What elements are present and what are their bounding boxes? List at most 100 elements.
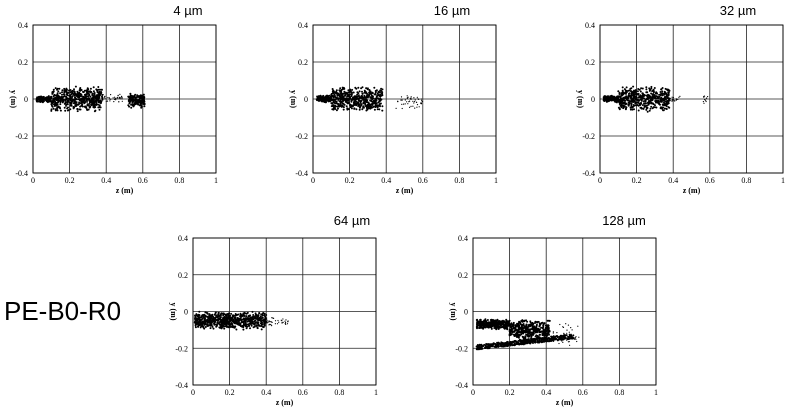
- scatter-point: [533, 327, 536, 330]
- scatter-point: [346, 93, 349, 96]
- scatter-point: [653, 87, 656, 89]
- scatter-point: [343, 90, 346, 93]
- scatter-point: [242, 321, 245, 324]
- scatter-point: [51, 100, 54, 103]
- scatter-point: [485, 323, 488, 326]
- scatter-point: [620, 97, 623, 100]
- chart-title: 4 µm: [173, 3, 202, 18]
- scatter-point: [351, 88, 354, 91]
- scatter-point: [678, 96, 680, 98]
- scatter-point: [373, 86, 376, 89]
- plot-frame: [472, 237, 657, 386]
- scatter-point: [651, 107, 654, 110]
- scatter-point: [663, 96, 666, 98]
- scatter-point: [249, 327, 251, 330]
- scatter-point: [514, 324, 517, 327]
- scatter-point: [532, 331, 535, 333]
- scatter-points: [35, 85, 146, 113]
- scatter-point: [642, 100, 645, 103]
- scatter-point: [260, 323, 263, 326]
- chart-title: 16 µm: [434, 3, 470, 18]
- scatter-point: [54, 87, 57, 90]
- scatter-point: [499, 321, 502, 324]
- scatter-point: [74, 96, 77, 99]
- scatter-point: [625, 86, 628, 89]
- scatter-point: [71, 96, 74, 98]
- scatter-point: [343, 103, 346, 106]
- scatter-point: [357, 98, 360, 101]
- scatter-point: [128, 97, 131, 100]
- scatter-point: [578, 336, 580, 338]
- scatter-point: [552, 331, 555, 333]
- point-cluster: [669, 95, 681, 102]
- scatter-point: [536, 331, 538, 334]
- scatter-point: [245, 312, 248, 315]
- scatter-point: [410, 97, 412, 99]
- scatter-point: [254, 313, 257, 316]
- scatter-point: [284, 320, 286, 322]
- scatter-point: [650, 87, 653, 90]
- y-tick-label: 0.4: [18, 21, 28, 30]
- scatter-point: [526, 330, 529, 333]
- scatter-point: [323, 100, 326, 103]
- scatter-point: [84, 106, 87, 109]
- scatter-point: [646, 110, 649, 113]
- scatter-point: [100, 100, 103, 103]
- scatter-point: [363, 96, 366, 99]
- scatter-point: [267, 320, 269, 322]
- scatter-point: [214, 316, 217, 319]
- scatter-point: [221, 321, 224, 324]
- scatter-point: [655, 106, 658, 109]
- scatter-point: [118, 97, 120, 99]
- scatter-point: [627, 104, 630, 107]
- scatter-point: [544, 326, 547, 329]
- scatter-point: [370, 106, 373, 109]
- scatter-point: [481, 345, 484, 348]
- scatter-point: [55, 98, 58, 101]
- scatter-point: [89, 95, 92, 98]
- scatter-point: [342, 102, 345, 105]
- scatter-point: [513, 330, 516, 333]
- scatter-point: [349, 88, 352, 91]
- scatter-point: [366, 99, 369, 102]
- scatter-point: [381, 91, 384, 94]
- scatter-point: [705, 99, 707, 101]
- scatter-point: [64, 90, 67, 93]
- scatter-point: [117, 97, 119, 99]
- x-tick-label: 0: [311, 176, 315, 185]
- y-axis-label: y (m): [449, 303, 458, 321]
- scatter-point: [208, 315, 211, 318]
- scatter-point: [210, 323, 213, 326]
- scatter-point: [253, 316, 256, 319]
- scatter-point: [213, 323, 216, 326]
- scatter-point: [345, 105, 348, 108]
- scatter-point: [209, 327, 212, 330]
- scatter-point: [270, 324, 272, 326]
- scatter-point: [491, 325, 494, 328]
- scatter-point: [652, 103, 655, 106]
- scatter-point: [646, 104, 648, 107]
- scatter-point: [542, 340, 544, 343]
- scatter-point: [36, 96, 39, 99]
- scatter-point: [570, 333, 573, 335]
- scatter-point: [121, 98, 123, 100]
- scatter-point: [218, 315, 221, 318]
- scatter-point: [80, 101, 83, 104]
- scatter-point: [625, 95, 628, 98]
- scatter-point: [77, 98, 80, 101]
- scatter-point: [336, 105, 339, 108]
- scatter-point: [41, 101, 44, 104]
- scatter-point: [609, 99, 612, 101]
- scatter-point: [496, 341, 499, 344]
- scatter-point: [650, 92, 653, 95]
- scatter-point: [69, 91, 72, 94]
- scatter-point: [231, 326, 234, 329]
- scatter-point: [400, 99, 402, 101]
- x-tick-label: 0.8: [334, 388, 344, 397]
- scatter-point: [332, 92, 334, 95]
- scatter-point: [660, 96, 663, 99]
- scatter-point: [658, 95, 661, 98]
- scatter-point: [560, 335, 563, 338]
- scatter-point: [276, 323, 279, 325]
- scatter-point: [201, 317, 204, 320]
